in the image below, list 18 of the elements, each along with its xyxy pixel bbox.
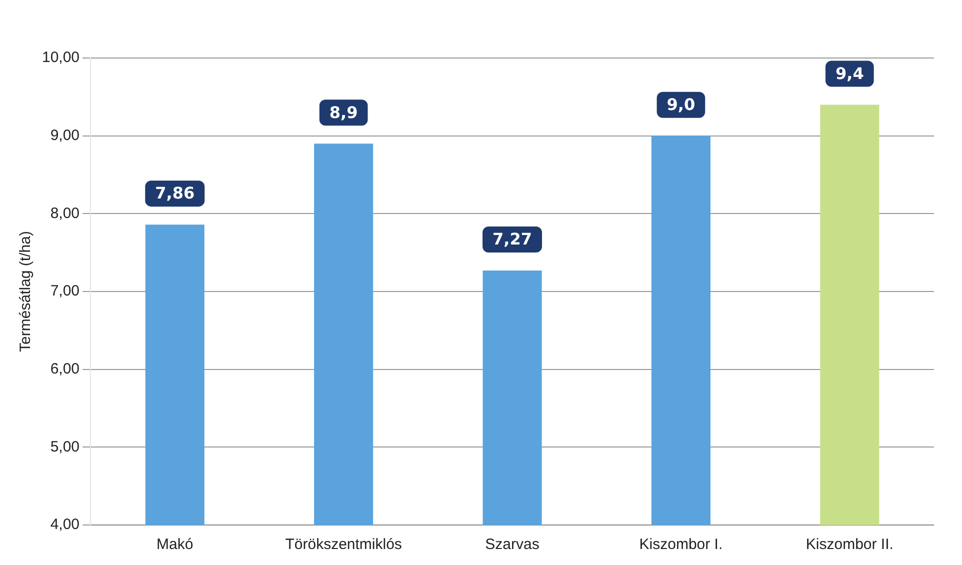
y-axis-title: Termésátlag (t/ha) (17, 231, 34, 352)
data-label: 9,0 (666, 94, 696, 114)
data-label: 7,86 (155, 184, 195, 203)
y-tick-label: 10,00 (42, 49, 80, 66)
data-label: 7,27 (492, 230, 532, 249)
data-label: 8,9 (329, 102, 358, 122)
y-tick-label: 5,00 (50, 438, 80, 456)
x-tick-label: Kiszombor II. (806, 536, 894, 554)
y-tick-label: 7,00 (50, 282, 80, 300)
x-tick-label: Kiszombor I. (639, 536, 723, 554)
x-tick-label: Szarvas (485, 536, 540, 554)
y-tick-label: 4,00 (50, 516, 80, 534)
data-label: 9,4 (835, 64, 864, 83)
y-tick-label: 8,00 (50, 204, 80, 222)
x-tick-label: Törökszentmiklós (285, 536, 402, 554)
y-tick-label: 9,00 (50, 126, 80, 144)
x-tick-label: Makó (156, 536, 194, 554)
y-tick-label: 6,00 (50, 360, 80, 378)
